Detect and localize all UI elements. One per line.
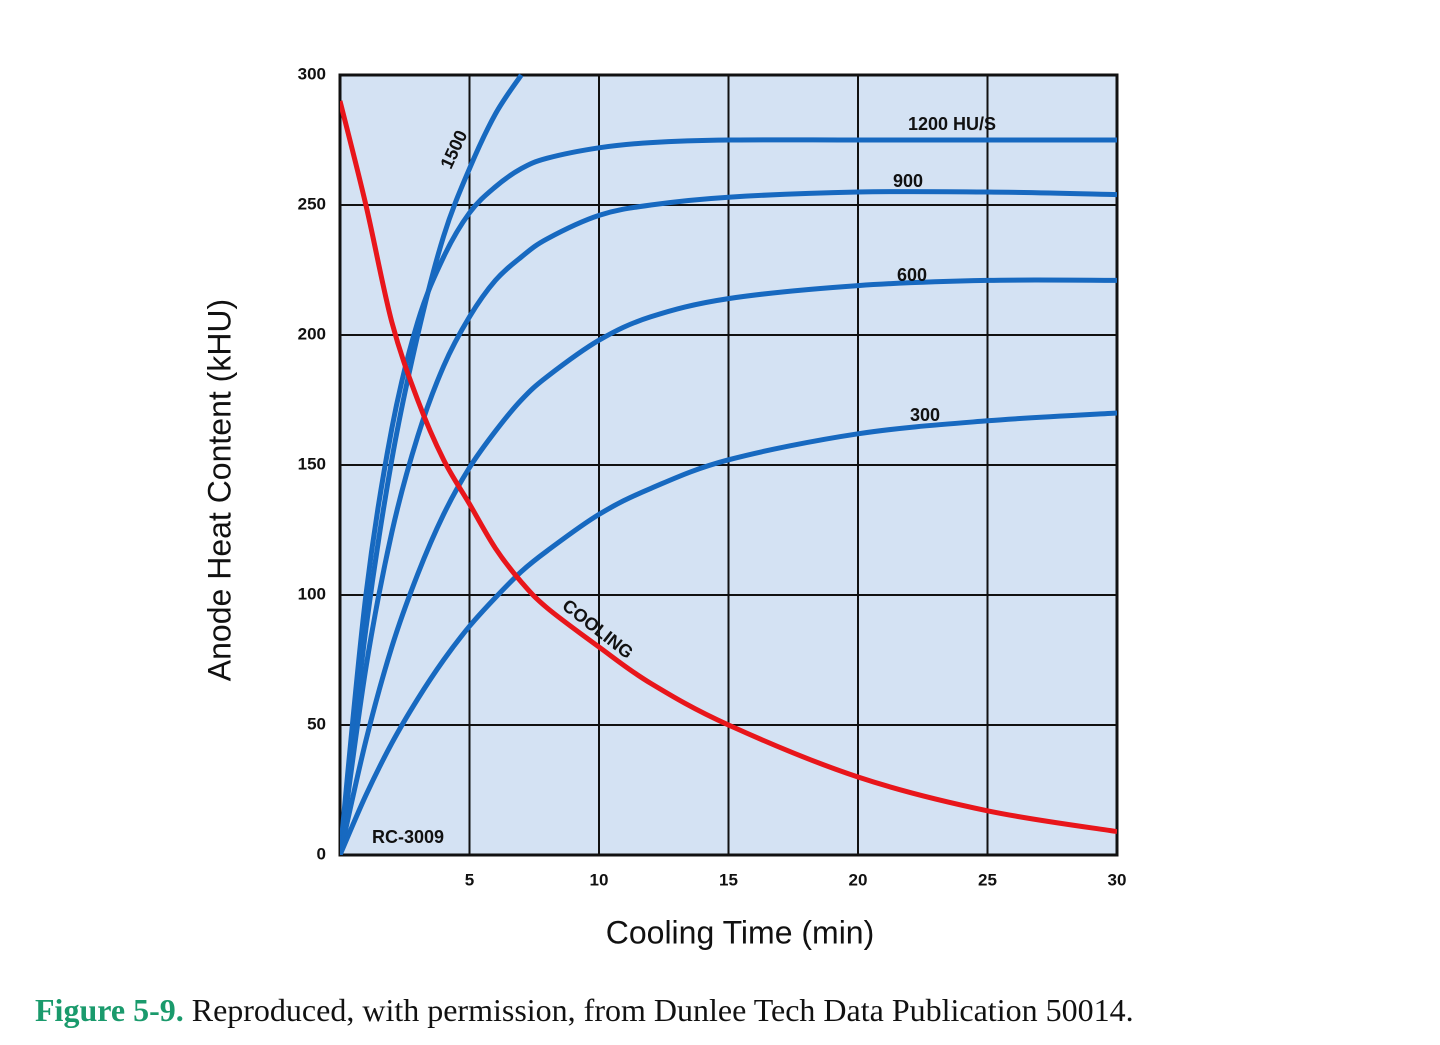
x-tick-label: 5: [465, 870, 474, 889]
x-tick-label: 15: [719, 870, 738, 889]
curve-label: 1200 HU/S: [908, 114, 996, 134]
series-line: [340, 410, 1117, 855]
caption-label: Figure 5-9.: [35, 992, 184, 1028]
caption-text: Reproduced, with permission, from Dunlee…: [192, 992, 1134, 1028]
annotation: RC-3009: [372, 827, 444, 847]
x-axis-title: Cooling Time (min): [606, 914, 875, 950]
y-tick-label: 250: [298, 194, 326, 213]
series-line: [340, 100, 1117, 835]
curve-label: 900: [893, 171, 923, 191]
x-tick-label: 30: [1108, 870, 1127, 889]
y-tick-label: 0: [317, 844, 326, 863]
series-line: [340, 137, 1117, 855]
y-tick-label: 150: [298, 454, 326, 473]
x-tick-label: 10: [590, 870, 609, 889]
curve-label: 600: [897, 265, 927, 285]
y-tick-label: 200: [298, 324, 326, 343]
y-tick-label: 100: [298, 584, 326, 603]
plot-border: [338, 73, 1119, 857]
series-line: [340, 277, 1117, 855]
series-line: [340, 188, 1117, 855]
y-tick-label: 300: [298, 64, 326, 83]
y-axis-title: Anode Heat Content (kHU): [201, 299, 237, 681]
series-line: [340, 73, 524, 855]
y-tick-label: 50: [307, 714, 326, 733]
x-tick-label: 25: [978, 870, 997, 889]
x-tick-label: 20: [849, 870, 868, 889]
curve-label: 300: [910, 405, 940, 425]
caption: Figure 5-9. Reproduced, with permission,…: [35, 992, 1134, 1028]
